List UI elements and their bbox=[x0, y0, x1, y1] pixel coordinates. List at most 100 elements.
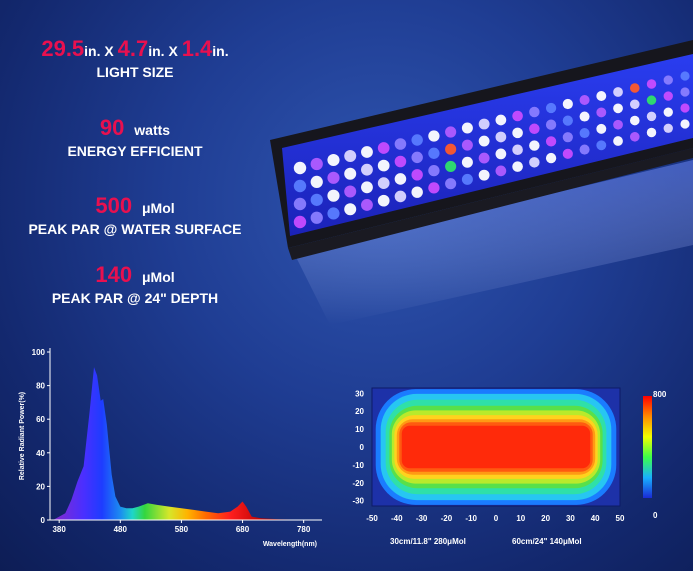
led-dot bbox=[310, 211, 323, 224]
led-dot bbox=[512, 110, 523, 122]
color-scale-min-label: 0 bbox=[653, 511, 658, 520]
annotation-30cm: 30cm/11.8" 280μMol bbox=[390, 537, 466, 546]
led-dot bbox=[512, 144, 523, 156]
x-tick-label: 780 bbox=[297, 525, 311, 534]
led-dot bbox=[596, 91, 607, 101]
spectrum-chart: 0 20 40 60 80 100 380 480 580 680 780 Relative Radi… bbox=[19, 348, 322, 548]
led-dot bbox=[478, 169, 490, 181]
led-dot bbox=[596, 107, 607, 118]
heatmap-y-tick-label: -30 bbox=[352, 497, 364, 506]
led-dot bbox=[293, 161, 307, 175]
annotation-60cm: 60cm/24" 140μMol bbox=[512, 537, 582, 546]
led-dot bbox=[344, 167, 357, 180]
led-dot bbox=[545, 136, 557, 147]
led-dot bbox=[613, 103, 623, 114]
led-dot bbox=[461, 173, 473, 185]
led-dot bbox=[411, 134, 423, 146]
led-dot bbox=[445, 160, 457, 173]
led-dot bbox=[562, 98, 573, 110]
led-dot bbox=[629, 99, 640, 110]
led-dot bbox=[663, 91, 673, 101]
y-tick-label: 0 bbox=[41, 516, 46, 525]
par-depth-label: PEAK PAR @ 24" DEPTH bbox=[51, 290, 219, 306]
led-dot bbox=[562, 148, 573, 159]
led-dot bbox=[579, 94, 590, 106]
led-dot bbox=[377, 177, 390, 189]
led-dot bbox=[680, 71, 690, 81]
power-value: 90 bbox=[99, 115, 125, 140]
heatmap-x-tick-label: 40 bbox=[591, 514, 600, 523]
heatmap-x-tick-label: 10 bbox=[516, 514, 525, 523]
power-label: ENERGY EFFICIENT bbox=[67, 143, 203, 159]
size-times-2: X bbox=[168, 43, 178, 59]
x-tick-label: 480 bbox=[114, 525, 128, 534]
x-tick-label: 380 bbox=[52, 525, 66, 534]
led-dot bbox=[327, 171, 340, 184]
heatmap-y-tick-label: 10 bbox=[355, 425, 364, 434]
led-dot bbox=[361, 146, 373, 158]
heatmap-x-tick-label: 50 bbox=[616, 514, 625, 523]
x-axis-title: Wavelength(nm) bbox=[263, 541, 317, 548]
led-dot bbox=[646, 79, 657, 89]
led-dot bbox=[411, 186, 423, 198]
size-height: 1.4 bbox=[181, 36, 213, 61]
size-width: 4.7 bbox=[117, 36, 149, 61]
led-dot bbox=[613, 136, 623, 146]
heatmap-y-tick-label: 0 bbox=[360, 443, 365, 452]
led-dot bbox=[377, 142, 390, 154]
spec-power: 90 watts ENERGY EFFICIENT bbox=[0, 115, 270, 159]
led-dot bbox=[394, 173, 407, 185]
heatmap-x-tick-label: 20 bbox=[541, 514, 550, 523]
led-dot bbox=[596, 140, 607, 151]
led-dot bbox=[394, 190, 407, 203]
heatmap-x-tick-label: -50 bbox=[366, 514, 378, 523]
led-dot bbox=[428, 182, 440, 194]
spectrum-area bbox=[53, 367, 316, 520]
led-dot bbox=[646, 127, 657, 138]
led-dot bbox=[411, 151, 423, 164]
led-dot bbox=[377, 159, 390, 172]
led-dot bbox=[680, 119, 690, 129]
led-dot bbox=[461, 156, 473, 168]
led-dot bbox=[613, 119, 623, 130]
led-dot bbox=[293, 197, 307, 211]
power-unit: watts bbox=[134, 122, 171, 138]
led-dot bbox=[646, 95, 657, 105]
heatmap-y-tick-label: -10 bbox=[352, 461, 364, 470]
x-tick-label: 580 bbox=[175, 525, 189, 534]
led-dot bbox=[344, 150, 357, 162]
led-dot bbox=[361, 199, 373, 211]
y-tick-label: 100 bbox=[32, 348, 46, 357]
led-dot bbox=[461, 122, 473, 134]
led-dot bbox=[344, 203, 357, 216]
led-dot bbox=[478, 152, 490, 164]
y-axis-title: Relative Radiant Power(%) bbox=[19, 392, 26, 480]
x-tick-label: 680 bbox=[236, 525, 250, 534]
led-dot bbox=[461, 139, 473, 151]
led-dot bbox=[428, 147, 440, 159]
led-dot bbox=[445, 178, 457, 190]
size-length-unit: in. bbox=[84, 43, 101, 59]
led-dot bbox=[512, 161, 523, 172]
led-light-fixture-image bbox=[270, 40, 693, 325]
led-dot bbox=[327, 207, 340, 220]
led-dot bbox=[562, 132, 573, 143]
heatmap-x-tick-label: 0 bbox=[494, 514, 499, 523]
led-dot bbox=[629, 115, 640, 126]
led-dot bbox=[545, 119, 557, 130]
y-tick-label: 20 bbox=[36, 482, 45, 491]
y-tick-label: 60 bbox=[36, 415, 45, 424]
led-dot bbox=[445, 143, 457, 155]
led-dot bbox=[293, 179, 307, 193]
led-dot bbox=[394, 155, 407, 168]
led-dot bbox=[680, 103, 690, 113]
led-dot bbox=[529, 106, 540, 118]
light-size-dimensions: 29.5in. X 4.7in. X 1.4in. bbox=[0, 36, 270, 62]
led-dot bbox=[310, 193, 323, 206]
led-dot bbox=[327, 153, 340, 167]
heatmap-x-tick-label: 30 bbox=[566, 514, 575, 523]
led-dot bbox=[512, 127, 523, 139]
par-surface-value: 500 bbox=[95, 193, 133, 218]
led-dot bbox=[663, 107, 673, 117]
heatmap-color-scale bbox=[643, 396, 652, 498]
